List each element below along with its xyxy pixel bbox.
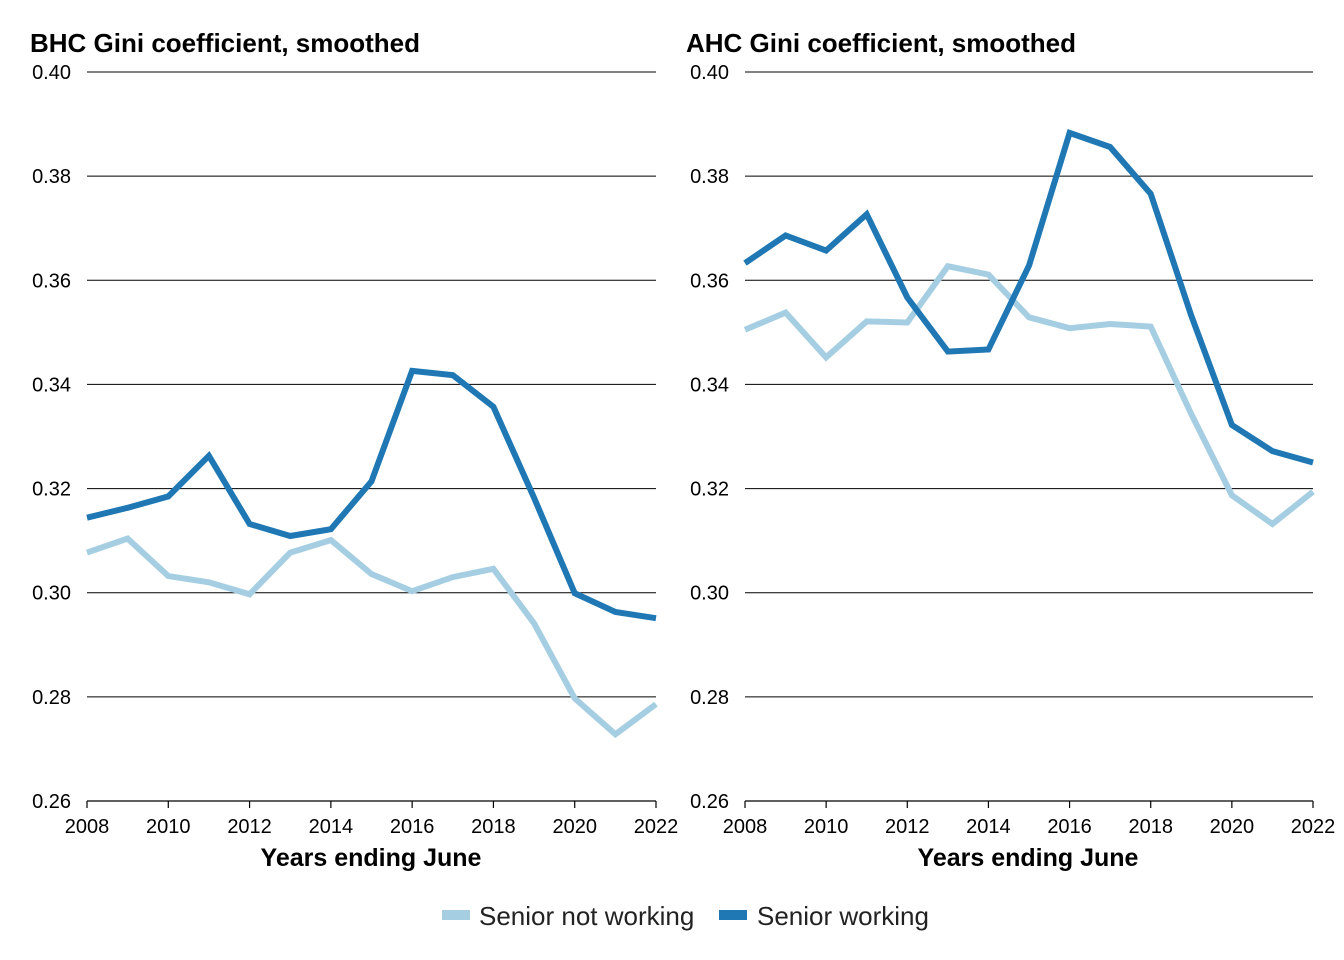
ahc-y-tick-label-0.38: 0.38 <box>690 166 729 188</box>
bhc-y-tick-label-0.34: 0.34 <box>32 374 71 396</box>
bhc-y-tick-label-0.32: 0.32 <box>32 479 71 501</box>
legend-swatch-senior-not-working <box>442 910 470 920</box>
bhc-x-tick-label-2012: 2012 <box>227 816 272 838</box>
ahc-x-tick-label-2020: 2020 <box>1210 816 1255 838</box>
ahc-line-senior-working <box>743 129 1314 466</box>
ahc-y-tick-label-0.28: 0.28 <box>690 687 729 709</box>
ahc-x-tick-label-2016: 2016 <box>1047 816 1092 838</box>
ahc-x-tick-label-2018: 2018 <box>1128 816 1173 838</box>
bhc-y-ticks: 0.26 0.28 0.30 0.32 0.34 0.36 0.38 0.40 <box>32 62 71 813</box>
ahc-y-tick-label-0.36: 0.36 <box>690 270 729 292</box>
ahc-chart-title: AHC Gini coefficient, smoothed <box>686 28 1076 58</box>
ahc-y-tick-label-0.40: 0.40 <box>690 62 729 84</box>
bhc-x-axis: 2008 2010 2012 2014 2016 2018 2020 2022 <box>65 800 679 838</box>
ahc-y-tick-label-0.26: 0.26 <box>690 791 729 813</box>
ahc-x-axis-label: Years ending June <box>918 844 1139 872</box>
legend-swatch-senior-working <box>719 910 747 920</box>
ahc-y-tick-label-0.30: 0.30 <box>690 583 729 605</box>
legend-label-senior-working: Senior working <box>757 901 929 931</box>
bhc-y-tick-label-0.40: 0.40 <box>32 62 71 84</box>
bhc-y-tick-label-0.26: 0.26 <box>32 791 71 813</box>
ahc-x-tick-label-2014: 2014 <box>966 816 1011 838</box>
bhc-x-tick-label-2014: 2014 <box>309 816 354 838</box>
ahc-chart-panel: AHC Gini coefficient, smoothed Years end… <box>686 28 1335 872</box>
bhc-gridlines <box>87 71 656 698</box>
bhc-y-tick-label-0.28: 0.28 <box>32 687 71 709</box>
bhc-line-senior-working <box>86 367 657 622</box>
ahc-x-tick-label-2022: 2022 <box>1291 816 1336 838</box>
ahc-x-tick-label-2010: 2010 <box>804 816 849 838</box>
bhc-y-tick-label-0.30: 0.30 <box>32 583 71 605</box>
bhc-x-tick-label-2020: 2020 <box>552 816 597 838</box>
ahc-x-axis: 2008 2010 2012 2014 2016 2018 2020 2022 <box>723 800 1336 838</box>
bhc-x-tick-label-2018: 2018 <box>471 816 516 838</box>
bhc-x-axis-label: Years ending June <box>261 844 482 872</box>
bhc-x-tick-label-2008: 2008 <box>65 816 110 838</box>
ahc-y-tick-label-0.34: 0.34 <box>690 374 729 396</box>
ahc-x-tick-label-2012: 2012 <box>885 816 930 838</box>
ahc-x-tick-label-2008: 2008 <box>723 816 768 838</box>
ahc-y-ticks: 0.26 0.28 0.30 0.32 0.34 0.36 0.38 0.40 <box>690 62 729 813</box>
ahc-line-senior-not-working <box>743 262 1315 528</box>
bhc-x-tick-label-2022: 2022 <box>634 816 679 838</box>
bhc-y-tick-label-0.36: 0.36 <box>32 270 71 292</box>
legend: Senior not working Senior working <box>442 901 929 931</box>
bhc-line-senior-not-working <box>86 535 658 739</box>
legend-label-senior-not-working: Senior not working <box>479 901 694 931</box>
bhc-series <box>86 367 658 739</box>
bhc-y-tick-label-0.38: 0.38 <box>32 166 71 188</box>
bhc-x-tick-label-2010: 2010 <box>146 816 191 838</box>
ahc-series <box>743 129 1315 528</box>
ahc-y-tick-label-0.32: 0.32 <box>690 479 729 501</box>
ahc-gridlines <box>745 71 1313 698</box>
bhc-chart-panel: BHC Gini coefficient, smoothed Years end… <box>30 28 678 872</box>
bhc-x-tick-label-2016: 2016 <box>390 816 435 838</box>
bhc-chart-title: BHC Gini coefficient, smoothed <box>30 28 420 58</box>
